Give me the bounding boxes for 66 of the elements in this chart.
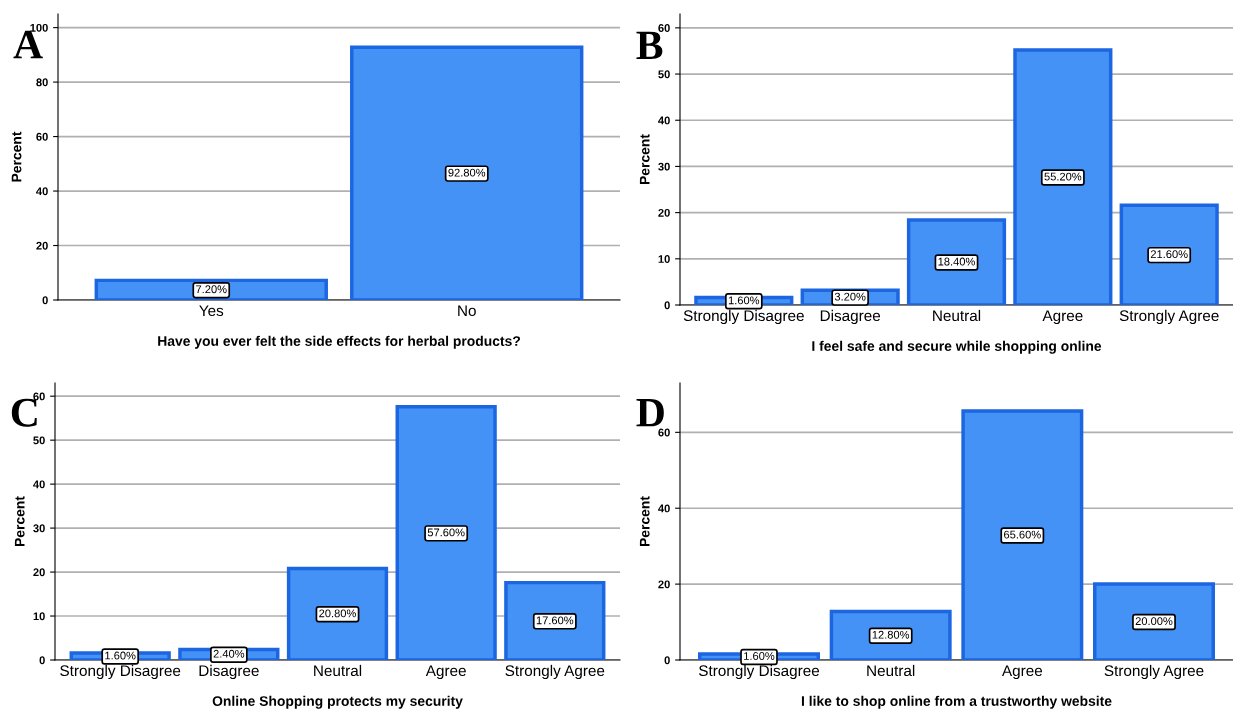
y-tick-label: 60 [658,24,670,32]
text: D [636,398,664,427]
x-tick-label: Neutral [314,664,362,677]
y-tick-label: 0 [42,296,48,305]
y-tick-label: 30 [658,162,670,171]
data-label: 1.60% [728,296,760,305]
x-tick-label: Disagree [820,309,881,325]
y-tick-label: 40 [33,480,45,489]
data-label: 17.60% [536,616,574,625]
y-axis-title: Percent [11,131,22,182]
y-tick-label: 20 [658,208,670,217]
data-label: 2.40% [213,649,245,658]
data-label: 1.60% [744,652,775,660]
x-tick-label: Strongly Disagree [698,664,820,680]
y-axis-title: Percent [14,496,25,547]
x-axis-title: I feel safe and secure while shopping online [812,340,1102,354]
y-tick-label: 100 [30,23,48,32]
x-tick-label: Strongly Agree [505,664,605,680]
x-tick-label: Strongly Agree [1119,309,1219,325]
data-label: 21.60% [1150,250,1188,259]
y-tick-label: 40 [36,187,48,196]
y-tick-label: 50 [33,436,45,445]
x-tick-label: No [458,305,476,317]
y-tick-label: 20 [33,568,45,577]
x-tick-label: Neutral [867,664,915,677]
y-tick-label: 10 [33,612,45,621]
text: A [13,30,43,59]
x-axis-title: Online Shopping protects my security [212,695,463,709]
text: B [636,31,663,60]
y-axis-title: Percent [639,496,650,547]
y-tick-label: 80 [36,78,48,87]
x-tick-label: Disagree [199,664,259,680]
data-label: 18.40% [938,257,975,266]
y-axis-title: Percent [639,134,650,185]
data-label: 7.20% [196,285,227,294]
y-tick-label: 40 [658,116,670,125]
data-label: 20.80% [319,609,356,618]
y-tick-label: 0 [664,656,670,665]
y-tick-label: 10 [658,255,670,263]
data-label: 92.80% [448,168,486,177]
data-label: 20.00% [1135,617,1173,626]
y-tick-label: 30 [33,524,45,533]
x-tick-label: Strongly Disagree [60,664,181,680]
data-label: 1.60% [105,651,136,660]
x-tick-label: Agree [1001,665,1043,680]
data-label: 55.20% [1044,172,1082,181]
y-tick-label: 0 [39,656,45,665]
x-tick-label: Neutral [933,309,981,322]
x-tick-label: Agree [1042,310,1083,325]
x-tick-label: Agree [425,665,466,680]
x-tick-label: Strongly Agree [1104,664,1204,680]
data-label: 57.60% [427,528,465,537]
x-tick-label: Yes [199,305,224,317]
data-label: 65.60% [1004,530,1041,539]
y-tick-label: 20 [36,241,48,250]
y-tick-label: 60 [36,132,48,141]
y-tick-label: 50 [658,70,670,79]
data-label: 12.80% [872,630,910,639]
y-tick-label: 60 [658,428,670,437]
y-tick-label: 40 [658,504,670,513]
data-label: 3.20% [834,292,866,301]
x-axis-title: I like to shop online from a trustworthy website [801,695,1112,709]
y-tick-label: 0 [664,301,670,310]
x-axis-title: Have you ever felt the side effects for herbal products? [158,335,520,349]
y-tick-label: 20 [658,580,670,589]
x-tick-label: Strongly Disagree [683,309,804,325]
